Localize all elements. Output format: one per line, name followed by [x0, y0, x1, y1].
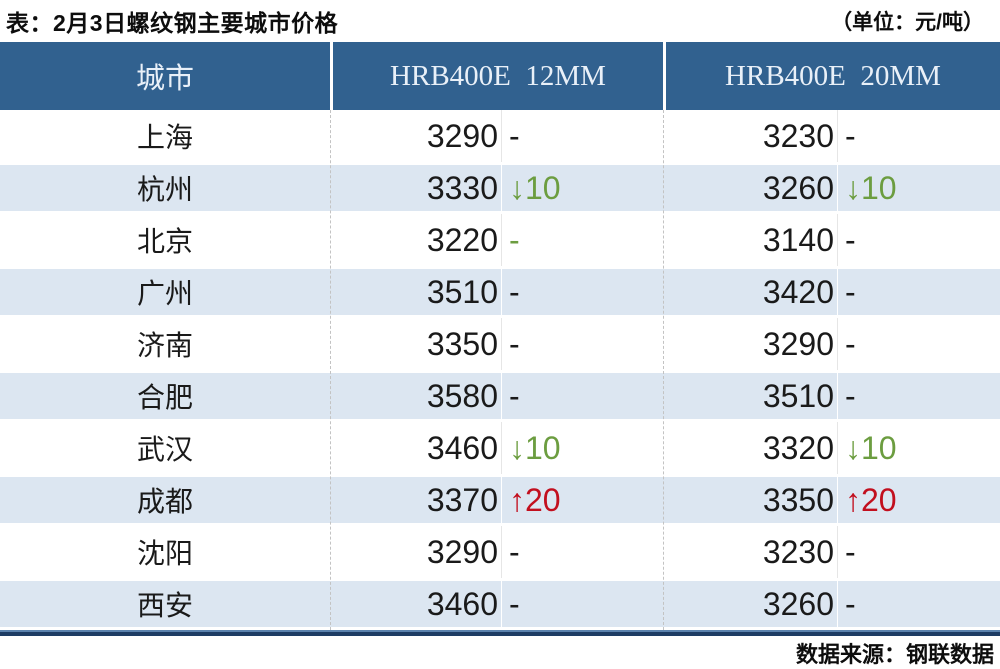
price-12mm-cell: 3350: [330, 318, 502, 370]
change-20mm-cell: -: [845, 533, 856, 570]
change-12mm-cell: -: [509, 585, 520, 622]
price-12mm-cell: 3330: [330, 165, 502, 211]
price-12mm-cell: 3220: [330, 214, 502, 266]
city-cell: 杭州: [136, 174, 193, 205]
city-cell: 济南: [136, 330, 193, 361]
change-20mm-cell: ↓10: [845, 429, 897, 466]
price-20mm-cell: 3510: [663, 373, 838, 419]
table-row: 杭州 3330 ↓10 3260 ↓10: [0, 162, 1000, 214]
table-row: 北京 3220 - 3140 -: [0, 214, 1000, 266]
change-12mm-cell: -: [509, 273, 520, 310]
price-12mm-cell: 3580: [330, 373, 502, 419]
source-bar: 数据来源：钢联数据: [0, 636, 1000, 669]
change-20mm-cell: -: [845, 585, 856, 622]
change-20mm-cell: -: [845, 377, 856, 414]
change-20mm-cell: ↓10: [845, 169, 897, 206]
price-20mm-cell: 3260: [663, 165, 838, 211]
price-12mm-cell: 3290: [330, 110, 502, 162]
table-row: 济南 3350 - 3290 -: [0, 318, 1000, 370]
city-cell: 上海: [136, 122, 193, 153]
price-20mm-cell: 3230: [663, 110, 838, 162]
city-cell: 沈阳: [136, 538, 193, 569]
change-20mm-cell: -: [845, 221, 856, 258]
table-row: 沈阳 3290 - 3230 -: [0, 526, 1000, 578]
table-row: 合肥 3580 - 3510 -: [0, 370, 1000, 422]
city-cell: 广州: [136, 278, 193, 309]
price-20mm-cell: 3290: [663, 318, 838, 370]
header-cell-city: 城市: [0, 42, 330, 110]
page-title: 表：2月3日螺纹钢主要城市价格: [6, 10, 339, 36]
change-12mm-cell: -: [509, 117, 520, 154]
change-12mm-cell: ↓10: [509, 169, 561, 206]
price-12mm-cell: 3290: [330, 526, 502, 578]
price-20mm-cell: 3420: [663, 269, 838, 315]
change-12mm-cell: -: [509, 221, 520, 258]
price-12mm-cell: 3460: [330, 422, 502, 474]
table-row: 成都 3370 ↑20 3350 ↑20: [0, 474, 1000, 526]
price-20mm-cell: 3320: [663, 422, 838, 474]
change-20mm-cell: ↑20: [845, 481, 897, 518]
price-12mm-cell: 3460: [330, 581, 502, 627]
table-row: 武汉 3460 ↓10 3320 ↓10: [0, 422, 1000, 474]
change-12mm-cell: -: [509, 325, 520, 362]
price-20mm-cell: 3350: [663, 477, 838, 523]
city-cell: 西安: [136, 590, 193, 621]
price-20mm-cell: 3230: [663, 526, 838, 578]
table-header-row: 城市 HRB400E 12MM HRB400E 20MM: [0, 42, 1000, 110]
unit-label: （单位：元/吨）: [831, 11, 984, 34]
city-cell: 武汉: [136, 434, 193, 465]
change-12mm-cell: -: [509, 377, 520, 414]
change-12mm-cell: ↑20: [509, 481, 561, 518]
change-12mm-cell: ↓10: [509, 429, 561, 466]
table-bottom-rule: [0, 630, 1000, 636]
title-bar: 表：2月3日螺纹钢主要城市价格 （单位：元/吨）: [0, 0, 1000, 42]
table-row: 上海 3290 - 3230 -: [0, 110, 1000, 162]
header-cell-hrb400e-20mm: HRB400E 20MM: [663, 42, 1000, 110]
price-12mm-cell: 3370: [330, 477, 502, 523]
table-row: 广州 3510 - 3420 -: [0, 266, 1000, 318]
city-cell: 北京: [136, 226, 193, 257]
price-12mm-cell: 3510: [330, 269, 502, 315]
data-source-label: 数据来源：钢联数据: [795, 641, 994, 667]
table-body: 上海 3290 - 3230 - 杭州 3330 ↓10 3260 ↓10 北京…: [0, 110, 1000, 630]
city-cell: 合肥: [136, 382, 193, 413]
header-cell-hrb400e-12mm: HRB400E 12MM: [330, 42, 663, 110]
city-cell: 成都: [136, 486, 193, 517]
price-20mm-cell: 3260: [663, 581, 838, 627]
change-20mm-cell: -: [845, 273, 856, 310]
table-row: 西安 3460 - 3260 -: [0, 578, 1000, 630]
change-20mm-cell: -: [845, 117, 856, 154]
change-20mm-cell: -: [845, 325, 856, 362]
change-12mm-cell: -: [509, 533, 520, 570]
price-20mm-cell: 3140: [663, 214, 838, 266]
